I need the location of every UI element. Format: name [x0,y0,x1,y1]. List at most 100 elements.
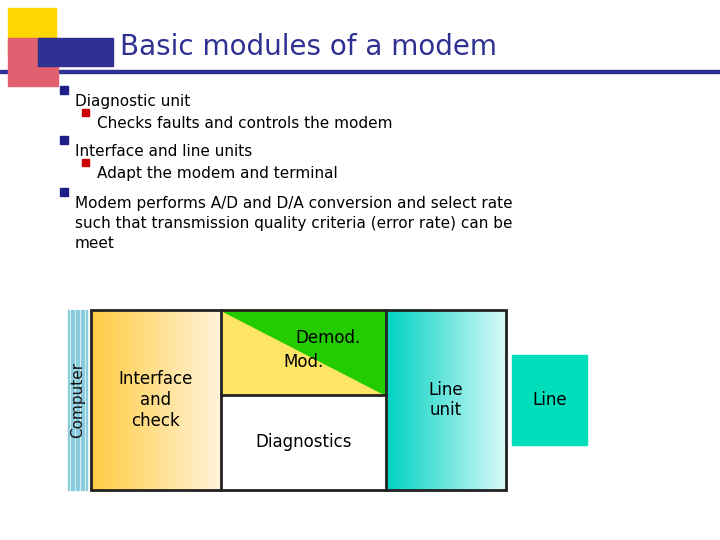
Bar [124,310,127,490]
Bar [117,310,121,490]
Bar [413,310,417,490]
Bar [60,86,68,94]
Bar [440,310,444,490]
Bar [182,310,186,490]
Bar [169,310,174,490]
Bar [392,310,396,490]
Bar [202,310,206,490]
Bar [407,310,411,490]
Bar [8,38,58,86]
Bar [107,310,112,490]
Bar [137,310,140,490]
Bar [198,310,202,490]
Bar [488,310,492,490]
Bar [150,310,154,490]
Text: Mod.: Mod. [284,354,324,372]
Text: Basic modules of a modem: Basic modules of a modem [120,33,497,61]
Bar [71,310,72,490]
Bar [114,310,118,490]
Bar [491,310,495,490]
Bar [78,310,79,490]
Bar [76,310,77,490]
Bar [398,310,402,490]
Bar [497,310,501,490]
Bar [189,310,193,490]
Bar [83,310,84,490]
Bar [401,310,405,490]
Bar [211,310,215,490]
Bar [446,310,450,490]
Bar [86,310,87,490]
Bar [395,310,399,490]
Bar [68,310,69,490]
Bar [208,310,212,490]
Bar [416,310,420,490]
Bar [195,310,199,490]
Bar [156,310,161,490]
Bar [0,70,720,73]
Bar [221,395,386,490]
Bar [473,310,477,490]
Bar [185,310,189,490]
Bar [91,310,506,490]
Bar [485,310,489,490]
Bar [110,310,114,490]
Bar [217,310,222,490]
Bar [81,310,82,490]
Bar [221,310,386,395]
Bar [404,310,408,490]
Bar [94,310,99,490]
Bar [73,310,74,490]
Bar [512,355,587,445]
Bar [419,310,423,490]
Bar [60,188,68,196]
Bar [159,310,163,490]
Bar [8,8,56,56]
Text: Checks faults and controls the modem: Checks faults and controls the modem [97,116,392,131]
Bar [172,310,176,490]
Bar [470,310,474,490]
Bar [449,310,453,490]
Bar [386,310,390,490]
Bar [467,310,471,490]
Bar [176,310,180,490]
Bar [461,310,465,490]
Bar [120,310,125,490]
Bar [130,310,134,490]
Bar [452,310,456,490]
Bar [428,310,432,490]
Bar [500,310,504,490]
Bar [163,310,167,490]
Text: Modem performs A/D and D/A conversion and select rate
such that transmission qua: Modem performs A/D and D/A conversion an… [75,196,513,251]
Bar [127,310,131,490]
Bar [133,310,138,490]
Bar [437,310,441,490]
Text: Demod.: Demod. [295,329,361,347]
Text: Line
unit: Line unit [428,381,463,420]
Bar [91,310,95,490]
Bar [192,310,196,490]
Bar [153,310,157,490]
Text: Adapt the modem and terminal: Adapt the modem and terminal [97,166,338,181]
Bar [166,310,170,490]
Bar [104,310,108,490]
Text: Interface
and
check: Interface and check [119,370,193,430]
Bar [82,109,89,116]
Bar [455,310,459,490]
Bar [215,310,219,490]
Bar [443,310,447,490]
Bar [410,310,414,490]
Text: Diagnostic unit: Diagnostic unit [75,94,190,109]
Bar [97,310,102,490]
Bar [38,38,113,66]
Bar [431,310,435,490]
Bar [464,310,468,490]
Bar [146,310,150,490]
Bar [140,310,144,490]
Polygon shape [221,310,386,395]
Bar [503,310,507,490]
Bar [82,159,89,166]
Text: Interface and line units: Interface and line units [75,144,252,159]
Bar [458,310,462,490]
Text: Line: Line [532,391,567,409]
